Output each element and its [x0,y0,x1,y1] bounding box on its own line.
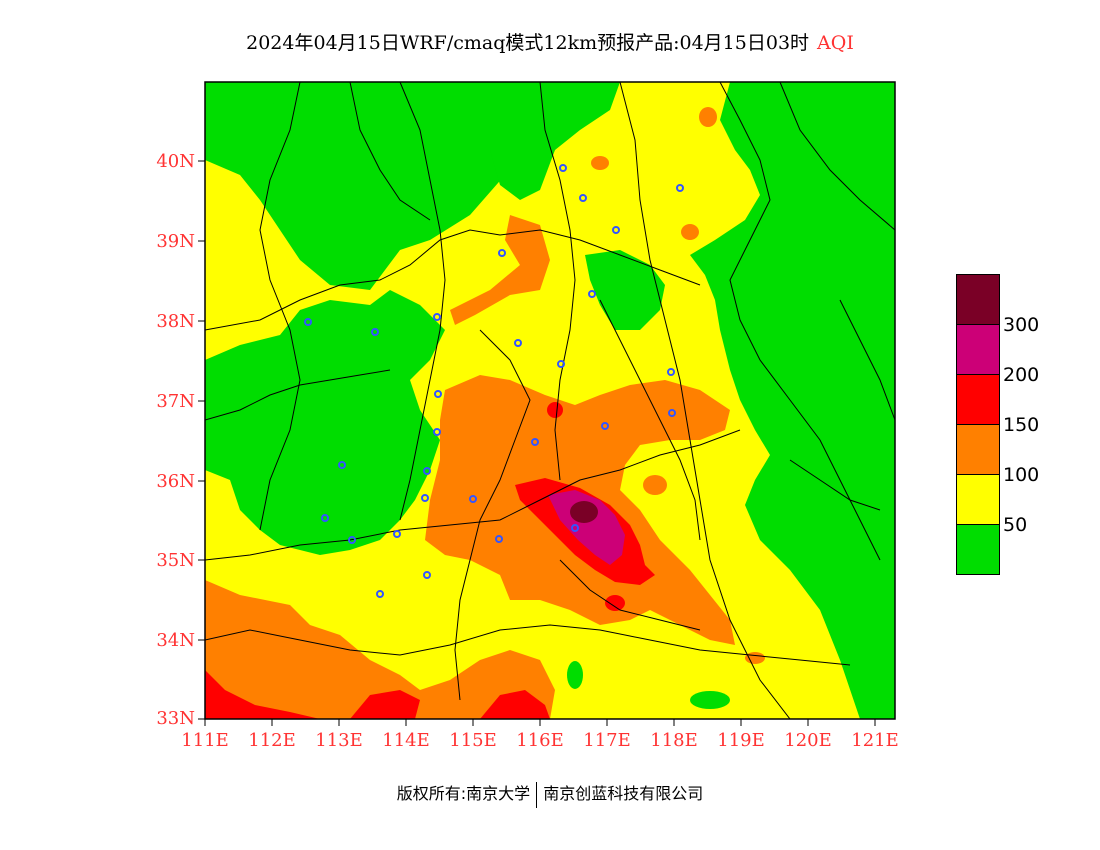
copyright-right: 南京创蓝科技有限公司 [543,784,704,803]
lon-label: 120E [784,730,832,751]
footer-divider [536,781,538,808]
lon-label: 118E [650,730,698,751]
aqi-zone-orange-north-band [450,215,550,325]
copyright-left: 版权所有:南京大学 [396,784,531,803]
lon-label: 114E [382,730,430,751]
lon-label: 121E [851,730,899,751]
copyright-footer: 版权所有:南京大学 南京创蓝科技有限公司 [0,780,1100,808]
legend-label: 50 [1003,514,1028,536]
lat-label: 35N [156,550,195,571]
lon-label: 113E [315,730,363,751]
aqi-zone-orange-small [699,107,717,127]
aqi-zone-green-small [690,691,730,709]
lon-label: 112E [248,730,296,751]
legend-swatch [957,525,999,574]
aqi-zone-maroon [570,501,598,523]
lat-label: 37N [156,391,195,412]
aqi-zone-red-small [547,402,563,418]
lat-label: 34N [156,630,195,651]
lon-label: 117E [583,730,631,751]
aqi-zone-green-north [420,82,620,200]
aqi-zone-green-small [240,98,276,122]
map-title: 2024年04月15日WRF/cmaq模式12km预报产品:04月15日03时 A… [0,28,1100,55]
legend-swatch [957,375,999,425]
aqi-zone-orange-small [591,156,609,170]
lat-label: 39N [156,231,195,252]
lon-label: 115E [449,730,497,751]
lat-label: 40N [156,151,195,172]
axis-ticks [198,160,876,726]
aqi-zone-green-east [690,82,895,719]
aqi-zone-orange-small [681,224,699,240]
legend-label: 100 [1003,464,1040,486]
legend-swatch [957,325,999,375]
lon-label: 119E [717,730,765,751]
aqi-legend [956,274,1000,575]
province-boundaries [205,82,895,719]
legend-swatch [957,475,999,525]
lat-label: 38N [156,311,195,332]
title-variable: AQI [817,32,854,54]
aqi-zone-red-south [205,670,320,719]
lon-label: 111E [181,730,229,751]
aqi-zone-green-west [205,82,520,290]
aqi-zone-red-south [480,690,550,719]
aqi-zone-orange-small [745,652,765,664]
aqi-zone-red-small [605,595,625,611]
aqi-zone-green-small [567,661,583,689]
lon-label: 116E [516,730,564,751]
legend-swatch [957,425,999,475]
aqi-zone-green-west-mid [205,290,445,555]
lat-label: 36N [156,471,195,492]
lat-label: 33N [156,708,195,729]
legend-label: 150 [1003,414,1040,436]
aqi-zone-orange-south [205,580,555,719]
city-markers [304,164,684,598]
title-main: 2024年04月15日WRF/cmaq模式12km预报产品:04月15日03时 [246,32,810,54]
legend-label: 200 [1003,364,1040,386]
aqi-zone-red-south [350,690,420,719]
aqi-zone-orange-small [643,475,667,495]
legend-label: 300 [1003,314,1040,336]
legend-swatch [957,275,999,325]
aqi-zone-magenta [548,490,625,565]
